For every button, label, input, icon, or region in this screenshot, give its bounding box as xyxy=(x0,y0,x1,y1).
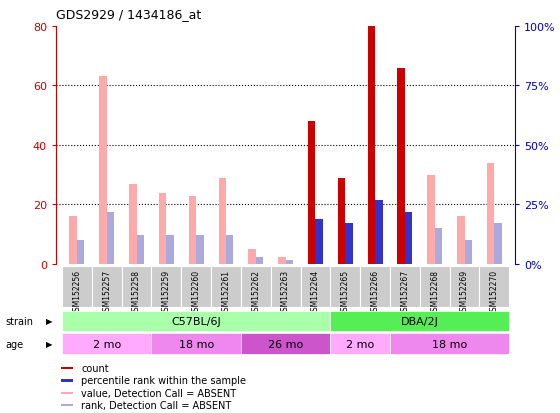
Text: age: age xyxy=(6,339,24,349)
Bar xyxy=(248,249,256,264)
Text: GSM152265: GSM152265 xyxy=(340,270,350,316)
Text: GSM152263: GSM152263 xyxy=(281,270,290,316)
Text: 26 mo: 26 mo xyxy=(268,339,303,349)
Bar xyxy=(375,200,382,264)
Bar xyxy=(151,266,181,308)
Bar xyxy=(60,392,73,394)
Bar xyxy=(464,240,472,264)
Bar xyxy=(92,266,122,308)
Text: GSM152258: GSM152258 xyxy=(132,270,141,316)
Bar xyxy=(427,175,435,264)
Text: GSM152269: GSM152269 xyxy=(460,270,469,316)
Text: value, Detection Call = ABSENT: value, Detection Call = ABSENT xyxy=(81,388,236,398)
Bar xyxy=(122,266,151,308)
Bar xyxy=(241,334,330,354)
Bar xyxy=(286,261,293,264)
Text: percentile rank within the sample: percentile rank within the sample xyxy=(81,375,246,385)
Bar xyxy=(487,164,494,264)
Text: GSM152267: GSM152267 xyxy=(400,270,409,316)
Bar xyxy=(241,266,270,308)
Bar xyxy=(405,212,412,264)
Bar xyxy=(390,266,420,308)
Text: 2 mo: 2 mo xyxy=(92,339,121,349)
Bar xyxy=(62,334,151,354)
Bar xyxy=(457,217,464,264)
Text: rank, Detection Call = ABSENT: rank, Detection Call = ABSENT xyxy=(81,400,231,410)
Bar xyxy=(189,196,196,264)
Bar xyxy=(301,266,330,308)
Bar xyxy=(367,27,375,264)
Bar xyxy=(69,217,77,264)
Bar xyxy=(196,236,204,264)
Bar xyxy=(494,224,502,264)
Text: GSM152262: GSM152262 xyxy=(251,270,260,316)
Bar xyxy=(270,266,301,308)
Bar xyxy=(62,311,330,331)
Bar xyxy=(181,266,211,308)
Bar xyxy=(256,257,263,264)
Bar xyxy=(159,193,166,264)
Text: ▶: ▶ xyxy=(46,317,53,325)
Bar xyxy=(338,178,345,264)
Bar xyxy=(218,178,226,264)
Text: GSM152261: GSM152261 xyxy=(221,270,231,316)
Text: GSM152259: GSM152259 xyxy=(162,270,171,316)
Text: DBA/2J: DBA/2J xyxy=(401,316,438,326)
Bar xyxy=(420,266,450,308)
Text: GSM152270: GSM152270 xyxy=(490,270,499,316)
Bar xyxy=(390,334,509,354)
Text: GDS2929 / 1434186_at: GDS2929 / 1434186_at xyxy=(56,8,201,21)
Bar xyxy=(315,219,323,264)
Bar xyxy=(479,266,509,308)
Text: strain: strain xyxy=(6,316,34,326)
Text: 18 mo: 18 mo xyxy=(432,339,467,349)
Bar xyxy=(129,184,137,264)
Text: count: count xyxy=(81,363,109,373)
Text: 2 mo: 2 mo xyxy=(346,339,374,349)
Text: ▶: ▶ xyxy=(46,339,53,348)
Text: GSM152256: GSM152256 xyxy=(72,270,81,316)
Bar xyxy=(151,334,241,354)
Bar xyxy=(99,77,107,264)
Bar xyxy=(137,236,144,264)
Bar xyxy=(435,229,442,264)
Text: C57BL/6J: C57BL/6J xyxy=(171,316,221,326)
Text: GSM152257: GSM152257 xyxy=(102,270,111,316)
Text: 18 mo: 18 mo xyxy=(179,339,214,349)
Bar xyxy=(360,266,390,308)
Bar xyxy=(166,236,174,264)
Bar xyxy=(62,266,92,308)
Bar xyxy=(330,266,360,308)
Bar xyxy=(398,69,405,264)
Bar xyxy=(345,224,353,264)
Bar xyxy=(278,257,286,264)
Bar xyxy=(77,240,85,264)
Text: GSM152268: GSM152268 xyxy=(430,270,439,316)
Bar xyxy=(107,212,114,264)
Text: GSM152266: GSM152266 xyxy=(371,270,380,316)
Bar xyxy=(60,380,73,382)
Bar xyxy=(330,311,509,331)
Text: GSM152264: GSM152264 xyxy=(311,270,320,316)
Bar xyxy=(226,236,234,264)
Bar xyxy=(211,266,241,308)
Bar xyxy=(60,404,73,406)
Bar xyxy=(60,367,73,369)
Bar xyxy=(308,122,315,264)
Text: GSM152260: GSM152260 xyxy=(192,270,200,316)
Bar xyxy=(450,266,479,308)
Bar xyxy=(330,334,390,354)
